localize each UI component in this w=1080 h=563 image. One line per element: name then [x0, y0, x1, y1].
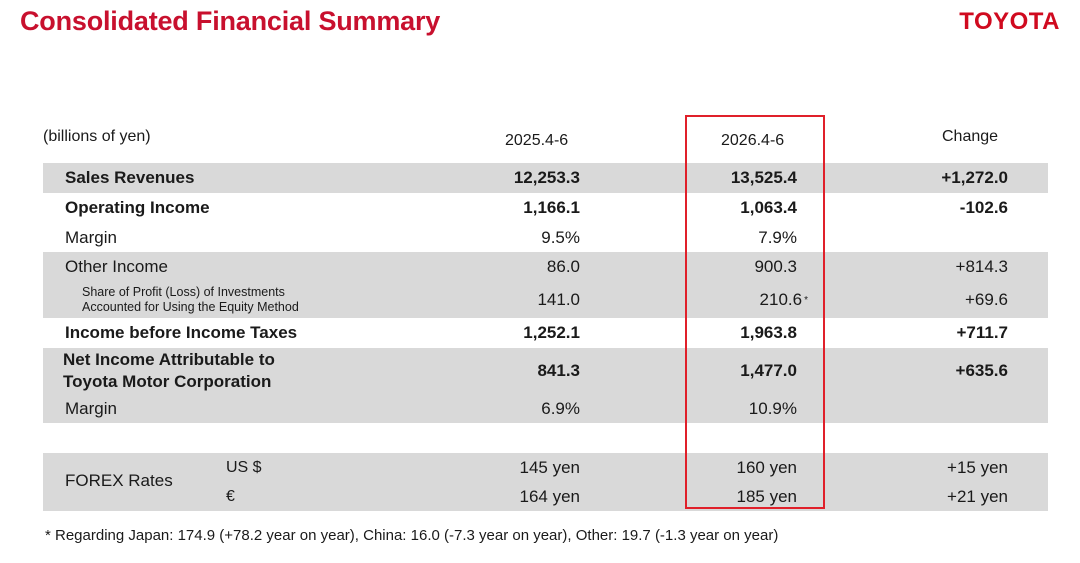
value-change: -102.6 — [959, 198, 1008, 217]
value-2025: 9.5% — [541, 227, 580, 247]
row-label: Net Income Attributable to Toyota Motor … — [63, 348, 275, 394]
value-2026-cell: 210.6 * — [760, 282, 808, 318]
value-2025: 1,166.1 — [523, 198, 580, 217]
forex-label: FOREX Rates — [65, 471, 173, 490]
value-change: +1,272.0 — [941, 168, 1008, 187]
toyota-logo: TOYOTA — [959, 8, 1060, 35]
row-label: Share of Profit (Loss) of Investments Ac… — [82, 282, 299, 318]
table-row: Income before Income Taxes 1,252.1 1,963… — [43, 318, 1048, 348]
value-change: +711.7 — [956, 323, 1008, 342]
value-2026: 1,063.4 — [740, 198, 797, 217]
footnote: * Regarding Japan: 174.9 (+78.2 year on … — [45, 527, 779, 544]
column-header-2026: 2026.4-6 — [721, 132, 785, 149]
row-label-line1: Share of Profit (Loss) of Investments — [82, 285, 285, 299]
footnote-marker: * — [804, 294, 808, 306]
page-title: Consolidated Financial Summary — [20, 6, 441, 36]
value-2025: 12,253.3 — [513, 168, 580, 187]
value-2026: 900.3 — [754, 257, 797, 276]
value-2025: 841.3 — [537, 361, 580, 380]
forex-block: FOREX Rates US $ € 145 yen 160 yen +15 y… — [43, 453, 1048, 511]
row-label: Other Income — [65, 257, 168, 276]
forex-usd-2026: 160 yen — [736, 457, 798, 477]
column-header-2025: 2025.4-6 — [505, 132, 569, 149]
table-row: Margin 9.5% 7.9% — [43, 223, 1048, 252]
table-row: Operating Income 1,166.1 1,063.4 -102.6 — [43, 193, 1048, 223]
forex-eur-change: +21 yen — [947, 486, 1008, 506]
value-change: +69.6 — [964, 290, 1008, 309]
forex-usd-2025: 145 yen — [519, 457, 581, 477]
value-2026: 10.9% — [748, 398, 797, 418]
value-2026: 1,477.0 — [740, 361, 797, 380]
forex-eur-2026: 185 yen — [736, 486, 798, 506]
row-label: Income before Income Taxes — [65, 323, 298, 342]
value-change: +635.6 — [955, 361, 1008, 380]
row-label-line2: Accounted for Using the Equity Method — [82, 300, 299, 314]
table-row: Net Income Attributable to Toyota Motor … — [43, 348, 1048, 394]
currency-eur: € — [226, 488, 235, 505]
value-change: +814.3 — [955, 257, 1008, 276]
value-2025: 1,252.1 — [523, 323, 580, 342]
value-2026: 7.9% — [758, 227, 797, 247]
table-row: Sales Revenues 12,253.3 13,525.4 +1,272.… — [43, 163, 1048, 193]
row-label: Margin — [65, 227, 117, 247]
table-row: Other Income 86.0 900.3 +814.3 — [43, 252, 1048, 282]
value-2026: 210.6 — [759, 290, 803, 309]
table-row: Share of Profit (Loss) of Investments Ac… — [43, 282, 1048, 318]
currency-usd: US $ — [226, 459, 262, 476]
row-label: Operating Income — [65, 198, 210, 217]
forex-eur-2025: 164 yen — [519, 486, 581, 506]
value-2025: 141.0 — [537, 290, 580, 309]
column-header-change: Change — [942, 128, 999, 145]
value-2026: 13,525.4 — [730, 168, 797, 187]
forex-usd-change: +15 yen — [947, 457, 1008, 477]
table-row: Margin 6.9% 10.9% — [43, 394, 1048, 423]
value-2025: 6.9% — [541, 398, 580, 418]
unit-label: (billions of yen) — [43, 128, 151, 145]
row-label-line2: Toyota Motor Corporation — [63, 372, 272, 391]
row-label: Sales Revenues — [65, 168, 195, 187]
value-2025: 86.0 — [546, 257, 580, 276]
row-label: Margin — [65, 398, 117, 418]
value-2026: 1,963.8 — [740, 323, 797, 342]
row-label-line1: Net Income Attributable to — [63, 350, 275, 369]
